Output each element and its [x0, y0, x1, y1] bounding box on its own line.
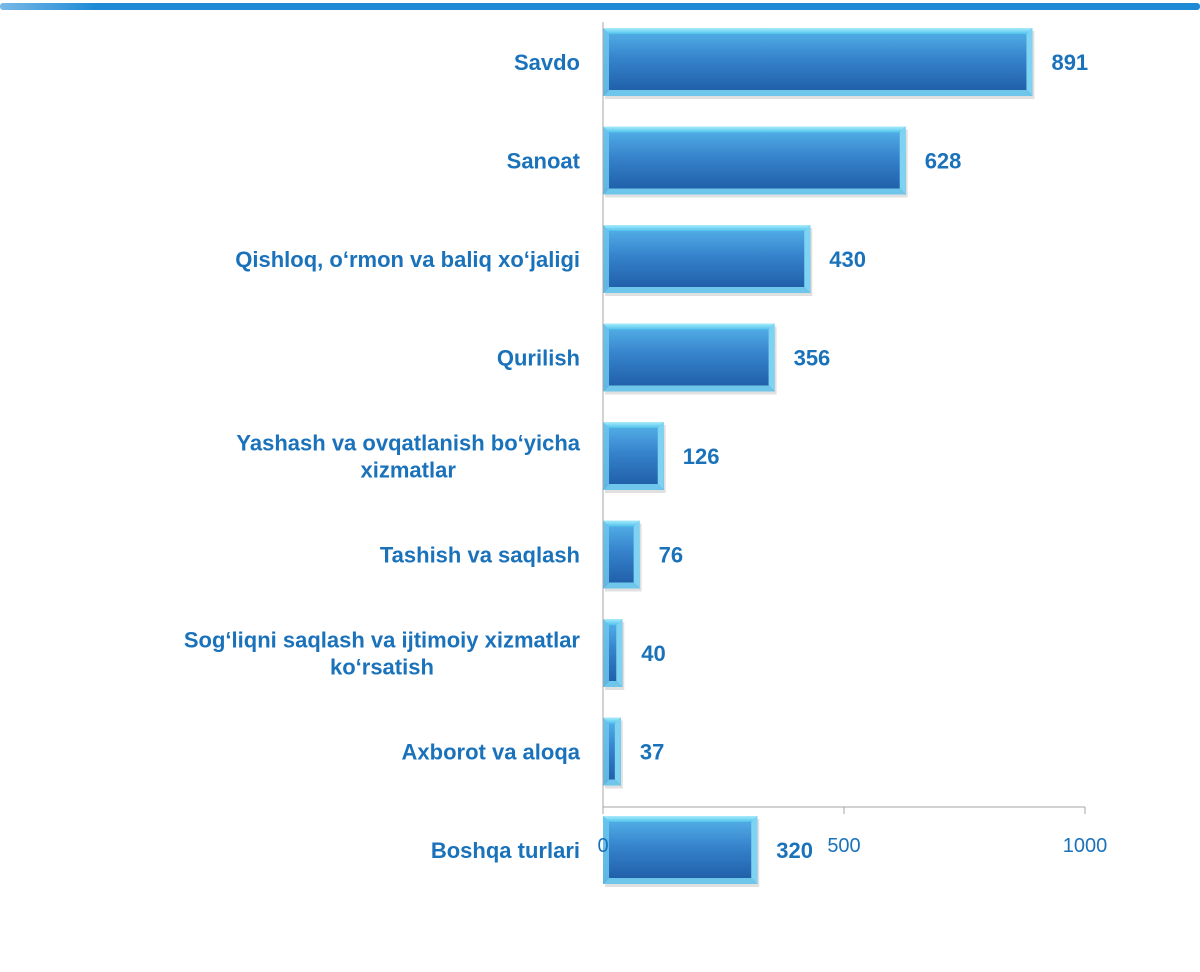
bar-bevel-top	[603, 717, 621, 724]
bar-bevel-top	[603, 422, 664, 428]
bar-bevel-bottom	[603, 90, 1033, 96]
bar-bevel-right	[616, 619, 623, 687]
bar-bevel-left	[603, 28, 609, 96]
bar-bevel-bottom	[603, 878, 758, 884]
category-label-2: Qishloq, o‘rmon va baliq xo‘jaligi	[235, 247, 580, 272]
bar-bevel-left	[603, 816, 609, 884]
bar-body	[603, 816, 758, 884]
bars-layer	[603, 28, 1035, 887]
category-label-line: xizmatlar	[361, 458, 457, 483]
bar-bevel-bottom	[603, 385, 775, 392]
x-tick-label-2: 1000	[1063, 835, 1108, 857]
category-label-line: Yashash va ovqatlanish bo‘yicha	[236, 431, 580, 456]
bar-bevel-bottom	[603, 484, 664, 490]
bar-bevel-top	[603, 619, 623, 625]
bar-body	[603, 126, 906, 195]
bar-bevel-top	[603, 225, 811, 231]
category-label-8: Boshqa turlari	[431, 838, 580, 863]
value-label-5: 76	[659, 543, 683, 568]
x-tick-label-1: 500	[827, 835, 860, 857]
bar-body	[603, 28, 1033, 96]
value-label-1: 628	[925, 149, 962, 174]
x-axis: 0 500 1000	[597, 22, 1107, 857]
top-rule-line	[0, 3, 1200, 10]
bar-bevel-top	[603, 816, 758, 822]
bar-bevel-left	[603, 717, 609, 786]
bar-8	[603, 816, 760, 887]
bar-body	[603, 323, 775, 392]
bar-bevel-right	[657, 422, 664, 490]
bar-bevel-bottom	[603, 681, 623, 687]
bar-body	[603, 225, 811, 293]
bar-bevel-bottom	[603, 188, 906, 195]
bar-body	[603, 520, 640, 589]
bar-bevel-top	[603, 126, 906, 133]
bar-2	[603, 225, 813, 296]
value-label-8: 320	[776, 838, 813, 863]
bar-bevel-top	[603, 520, 640, 527]
category-label-line: ko‘rsatish	[330, 655, 434, 680]
bar-bevel-left	[603, 225, 609, 293]
bar-bevel-left	[603, 126, 609, 195]
bar-bevel-left	[603, 323, 609, 392]
bar-bevel-right	[899, 126, 906, 195]
category-label-line: Sog‘liqni saqlash va ijtimoiy xizmatlar	[184, 628, 581, 653]
bar-bevel-left	[603, 520, 609, 589]
bar-bevel-left	[603, 619, 609, 687]
value-label-3: 356	[794, 346, 831, 371]
category-label-3: Qurilish	[497, 346, 580, 371]
value-labels: 891 628 430 356 126 76 40 37 320	[640, 50, 1088, 863]
bar-bevel-right	[751, 816, 758, 884]
bar-5	[603, 520, 642, 592]
bar-7	[603, 717, 623, 789]
value-label-2: 430	[829, 247, 866, 272]
value-label-7: 37	[640, 740, 664, 765]
bar-bevel-right	[633, 520, 640, 589]
category-label-5: Tashish va saqlash	[380, 543, 580, 568]
bar-bevel-bottom	[603, 779, 621, 786]
value-label-4: 126	[683, 444, 720, 469]
bar-1	[603, 126, 908, 198]
bar-0	[603, 28, 1035, 99]
category-label-1: Sanoat	[507, 149, 581, 174]
bar-bevel-top	[603, 323, 775, 330]
category-label-0: Savdo	[514, 50, 580, 75]
bar-6	[603, 619, 625, 690]
x-tick-label-0: 0	[597, 835, 608, 857]
bar-bevel-left	[603, 422, 609, 490]
bar-bevel-right	[614, 717, 621, 786]
bar-bevel-right	[768, 323, 775, 392]
bar-bevel-top	[603, 28, 1033, 34]
category-label-4: Yashash va ovqatlanish bo‘yicha xizmatlar	[236, 431, 580, 483]
bar-bevel-right	[804, 225, 811, 293]
value-label-6: 40	[641, 641, 665, 666]
category-label-7: Axborot va aloqa	[402, 740, 581, 765]
bar-4	[603, 422, 666, 493]
bar-bevel-bottom	[603, 287, 811, 293]
category-label-6: Sog‘liqni saqlash va ijtimoiy xizmatlar k…	[184, 628, 581, 680]
bar-bevel-bottom	[603, 582, 640, 589]
value-label-0: 891	[1051, 50, 1088, 75]
bar-3	[603, 323, 777, 395]
bar-bevel-right	[1026, 28, 1033, 96]
top-rule	[0, 0, 1200, 12]
bar-body	[603, 422, 664, 490]
category-labels: Savdo Sanoat Qishloq, o‘rmon va baliq xo‘j…	[184, 50, 581, 863]
